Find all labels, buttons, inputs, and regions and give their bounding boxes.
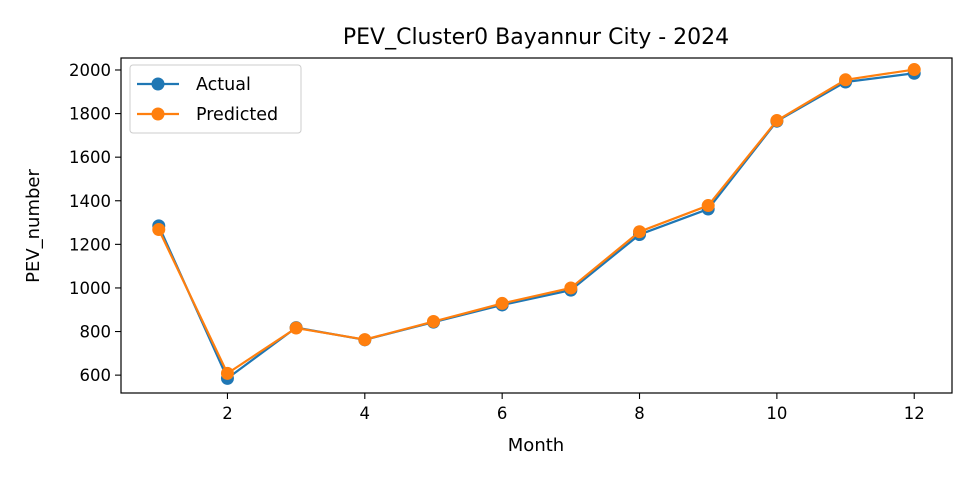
x-tick-label: 12 bbox=[904, 404, 925, 423]
data-point-predicted bbox=[907, 63, 921, 77]
legend-marker-actual bbox=[151, 77, 165, 91]
data-point-predicted bbox=[770, 114, 784, 128]
y-tick-label: 1800 bbox=[69, 105, 111, 124]
y-tick-label: 1600 bbox=[69, 148, 111, 167]
legend-marker-predicted bbox=[151, 107, 165, 121]
series-line-predicted bbox=[157, 68, 916, 375]
x-tick-label: 4 bbox=[360, 404, 371, 423]
data-point-predicted bbox=[152, 223, 166, 237]
chart-title: PEV_Cluster0 Bayannur City - 2024 bbox=[343, 25, 729, 50]
legend-item-predicted: Predicted bbox=[137, 105, 278, 125]
plot-frame bbox=[120, 57, 953, 394]
legend: Actual Predicted bbox=[129, 64, 302, 134]
y-tick-label: 1200 bbox=[69, 235, 111, 254]
x-tick-label: 6 bbox=[497, 404, 508, 423]
legend-label-actual: Actual bbox=[196, 75, 251, 95]
legend-item-actual: Actual bbox=[137, 75, 251, 95]
x-tick-label: 8 bbox=[634, 404, 645, 423]
data-point-predicted bbox=[220, 366, 234, 380]
data-point-predicted bbox=[633, 225, 647, 239]
plot-area: 2 4 6 8 10 12 600 800 1000 1200 1400 1600 1800 2000 bbox=[69, 57, 953, 423]
data-point-predicted bbox=[564, 281, 578, 295]
y-tick-label: 1400 bbox=[69, 192, 111, 211]
data-point-predicted bbox=[358, 333, 372, 347]
x-axis-ticks: 2 4 6 8 10 12 bbox=[222, 393, 925, 423]
x-tick-label: 2 bbox=[222, 404, 233, 423]
y-axis-ticks: 600 800 1000 1200 1400 1600 1800 2000 bbox=[69, 61, 121, 385]
data-point-predicted bbox=[701, 199, 715, 213]
x-tick-label: 10 bbox=[766, 404, 787, 423]
series-predicted bbox=[152, 63, 921, 380]
legend-box bbox=[129, 64, 302, 134]
data-point-predicted bbox=[839, 73, 853, 87]
legend-label-predicted: Predicted bbox=[196, 105, 278, 125]
x-axis-label: Month bbox=[508, 435, 564, 456]
y-tick-label: 2000 bbox=[69, 61, 111, 80]
y-tick-label: 600 bbox=[80, 366, 112, 385]
data-point-predicted bbox=[495, 296, 509, 310]
data-point-predicted bbox=[426, 315, 440, 329]
y-axis-label: PEV_number bbox=[23, 169, 44, 283]
series-layer bbox=[152, 63, 921, 385]
data-point-predicted bbox=[289, 321, 303, 335]
y-tick-label: 800 bbox=[80, 323, 112, 342]
y-tick-label: 1000 bbox=[69, 279, 111, 298]
